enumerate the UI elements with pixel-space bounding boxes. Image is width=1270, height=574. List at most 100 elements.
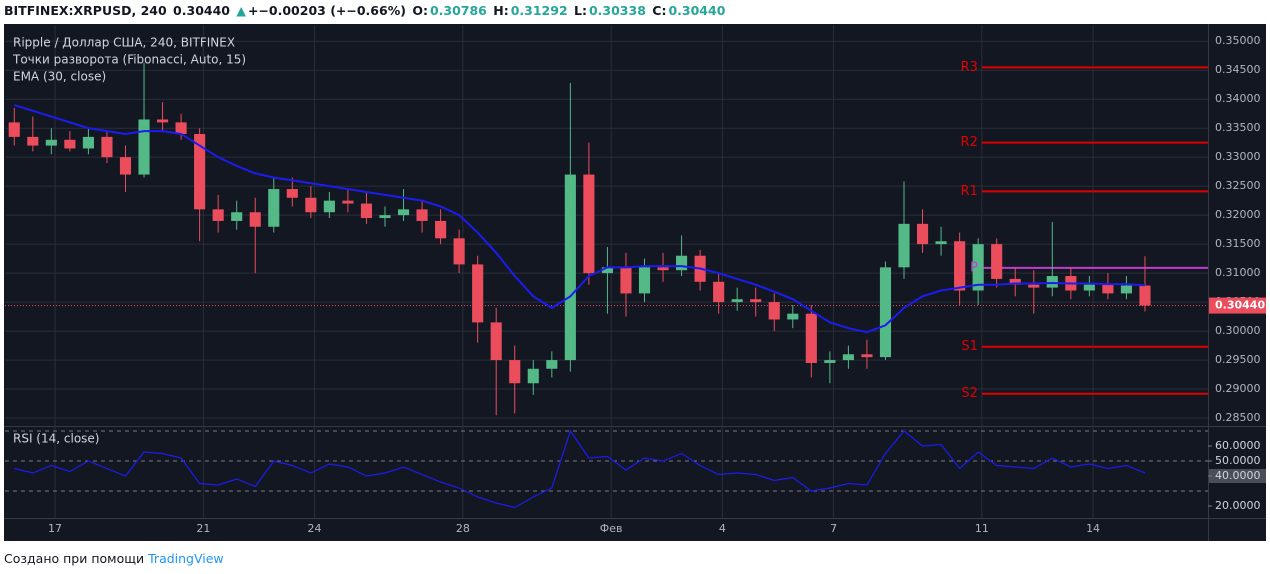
o-value: 0.30786 — [429, 3, 487, 18]
candle-body — [360, 203, 373, 219]
last-price-box — [1209, 297, 1266, 314]
candle-body — [935, 241, 947, 245]
y-tick-label: 0.33000 — [1215, 150, 1261, 163]
candle-body — [861, 354, 873, 358]
candle-body — [676, 255, 688, 271]
x-tick-label: 28 — [456, 522, 470, 535]
candle-body — [342, 200, 354, 204]
candle-body — [1139, 285, 1151, 306]
candle-body — [249, 212, 261, 227]
candle-body — [453, 238, 465, 265]
candle-body — [175, 122, 187, 134]
candle-body — [435, 220, 447, 239]
candle-body — [527, 368, 539, 384]
y-tick-label: 0.28500 — [1215, 411, 1261, 424]
candle-body — [842, 354, 854, 361]
pivot-label: R1 — [961, 184, 978, 199]
candle-body — [64, 139, 76, 149]
x-tick-label: 21 — [196, 522, 210, 535]
o-label: O: — [412, 3, 428, 18]
candle-body — [472, 264, 484, 323]
header: BITFINEX:XRPUSD, 240 0.30440 ▲ +−0.00203 … — [4, 3, 727, 18]
pivot-label: S1 — [961, 339, 978, 354]
arrow: ▲ — [236, 3, 246, 18]
y-tick-label: 0.34000 — [1215, 92, 1261, 105]
candle-body — [750, 299, 762, 303]
y-tick-label: 0.32500 — [1215, 179, 1261, 192]
rsi-tick-label: 40.0000 — [1215, 469, 1261, 482]
rsi-highlight — [1209, 469, 1266, 483]
candle-body — [1083, 284, 1095, 291]
candle-body — [898, 223, 910, 268]
y-tick-label: 0.31000 — [1215, 266, 1261, 279]
candle-body — [972, 244, 984, 291]
legend-pivots: Точки разворота (Fibonacci, Auto, 15) — [12, 53, 246, 67]
candle-body — [583, 174, 595, 274]
pivot-label: S2 — [961, 386, 978, 401]
legend-rsi: RSI (14, close) — [13, 432, 99, 446]
labels: Ripple / Доллар США, 240, BITFINEX Точки… — [12, 34, 1266, 535]
candle-body — [119, 157, 132, 175]
candle-body — [991, 244, 1003, 279]
symbol: BITFINEX:XRPUSD, 240 — [4, 3, 167, 18]
candle-body — [397, 209, 410, 216]
candle-body — [731, 299, 743, 303]
rsi-line — [14, 429, 1146, 509]
price: 0.30440 — [173, 3, 230, 18]
x-tick-label: 17 — [48, 522, 62, 535]
candle-body — [954, 241, 966, 291]
pivot-label: R2 — [961, 135, 978, 150]
candle-body — [657, 267, 669, 271]
candle-body — [231, 212, 243, 221]
c-value: 0.30440 — [668, 3, 726, 18]
c-label: C: — [652, 3, 667, 18]
y-tick-label: 0.29000 — [1215, 382, 1261, 395]
legend-ema: EMA (30, close) — [13, 70, 106, 84]
candle-body — [713, 281, 725, 303]
y-tick-label: 0.33500 — [1215, 121, 1261, 134]
candle-body — [156, 119, 169, 123]
candle-body — [212, 209, 224, 221]
y-tick-label: 0.34500 — [1215, 63, 1261, 76]
candle-body — [601, 267, 613, 274]
candle-body — [546, 360, 558, 369]
x-tick-label: 24 — [308, 522, 322, 535]
candle-body — [101, 136, 113, 158]
candle-body — [787, 313, 799, 320]
legend-title: Ripple / Доллар США, 240, BITFINEX — [13, 36, 235, 50]
y-tick-label: 0.31500 — [1215, 237, 1261, 250]
footer-text: Создано при помощи — [4, 551, 145, 566]
change: +−0.00203 (+−0.66%) — [247, 3, 406, 18]
rsi-tick-label: 20.0000 — [1215, 499, 1261, 512]
h-value: 0.31292 — [510, 3, 568, 18]
candle-body — [27, 136, 39, 146]
footer: Создано при помощи TradingView — [4, 551, 224, 566]
x-tick-label: 7 — [830, 522, 837, 535]
candle-body — [768, 302, 780, 320]
pivot-label: P — [970, 260, 978, 275]
y-tick-label: 0.32000 — [1215, 208, 1261, 221]
candle-body — [879, 267, 892, 358]
x-tick-label: 11 — [975, 522, 989, 535]
marks — [5, 62, 1208, 509]
x-tick-label: 4 — [719, 522, 726, 535]
candle-body — [138, 119, 150, 175]
candle-body — [45, 139, 57, 146]
y-tick-label: 0.30000 — [1215, 324, 1261, 337]
candle-body — [620, 267, 632, 294]
chart: Ripple / Доллар США, 240, BITFINEX Точки… — [4, 24, 1266, 541]
last-price-label: 0.30440 — [1215, 299, 1265, 312]
candle-body — [1009, 278, 1021, 285]
candle-body — [1028, 284, 1040, 288]
x-tick-label: Фев — [600, 522, 623, 535]
candle-body — [323, 200, 335, 213]
footer-brand[interactable]: TradingView — [148, 551, 224, 566]
candle-body — [1046, 276, 1058, 288]
candle-body — [638, 267, 651, 294]
candle-body — [194, 133, 206, 210]
pivot-label: R3 — [961, 60, 978, 75]
candle-body — [824, 360, 836, 363]
candle-body — [286, 189, 298, 198]
l-label: L: — [574, 3, 587, 18]
